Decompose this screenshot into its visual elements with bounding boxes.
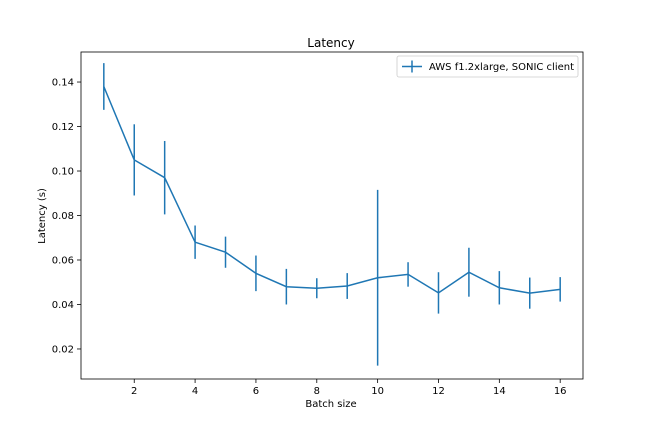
x-tick-label: 6	[253, 386, 259, 397]
y-tick-label: 0.14	[52, 78, 74, 89]
y-tick-label: 0.06	[52, 255, 74, 266]
y-axis-label: Latency (s)	[37, 188, 48, 244]
x-tick-label: 8	[314, 386, 320, 397]
x-tick-label: 10	[371, 386, 384, 397]
x-tick-label: 14	[493, 386, 506, 397]
legend-box	[396, 55, 579, 78]
y-tick-label: 0.12	[52, 122, 74, 133]
legend: AWS f1.2xlarge, SONIC client	[396, 55, 579, 78]
x-tick-label: 4	[192, 386, 198, 397]
y-tick-label: 0.10	[52, 167, 74, 178]
x-axis: 2 4 6 8 10 12 14 16	[131, 379, 567, 397]
y-tick-label: 0.08	[52, 211, 74, 222]
y-tick-label: 0.02	[52, 344, 74, 355]
x-axis-label: Batch size	[305, 399, 356, 410]
series	[103, 63, 561, 366]
y-tick-label: 0.04	[52, 300, 74, 311]
chart-title: Latency	[307, 36, 354, 50]
legend-label: AWS f1.2xlarge, SONIC client	[429, 62, 574, 73]
series-line	[103, 86, 561, 294]
plot-area: 2 4 6 8 10 12 14 16 0.02 0.04 0.06 0.08 0.10 0.12 0.14	[52, 51, 584, 397]
x-tick-label: 12	[432, 386, 445, 397]
y-axis: 0.02 0.04 0.06 0.08 0.10 0.12 0.14	[52, 78, 81, 355]
axes-frame	[80, 51, 584, 380]
x-tick-label: 2	[131, 386, 137, 397]
x-tick-label: 16	[554, 386, 567, 397]
